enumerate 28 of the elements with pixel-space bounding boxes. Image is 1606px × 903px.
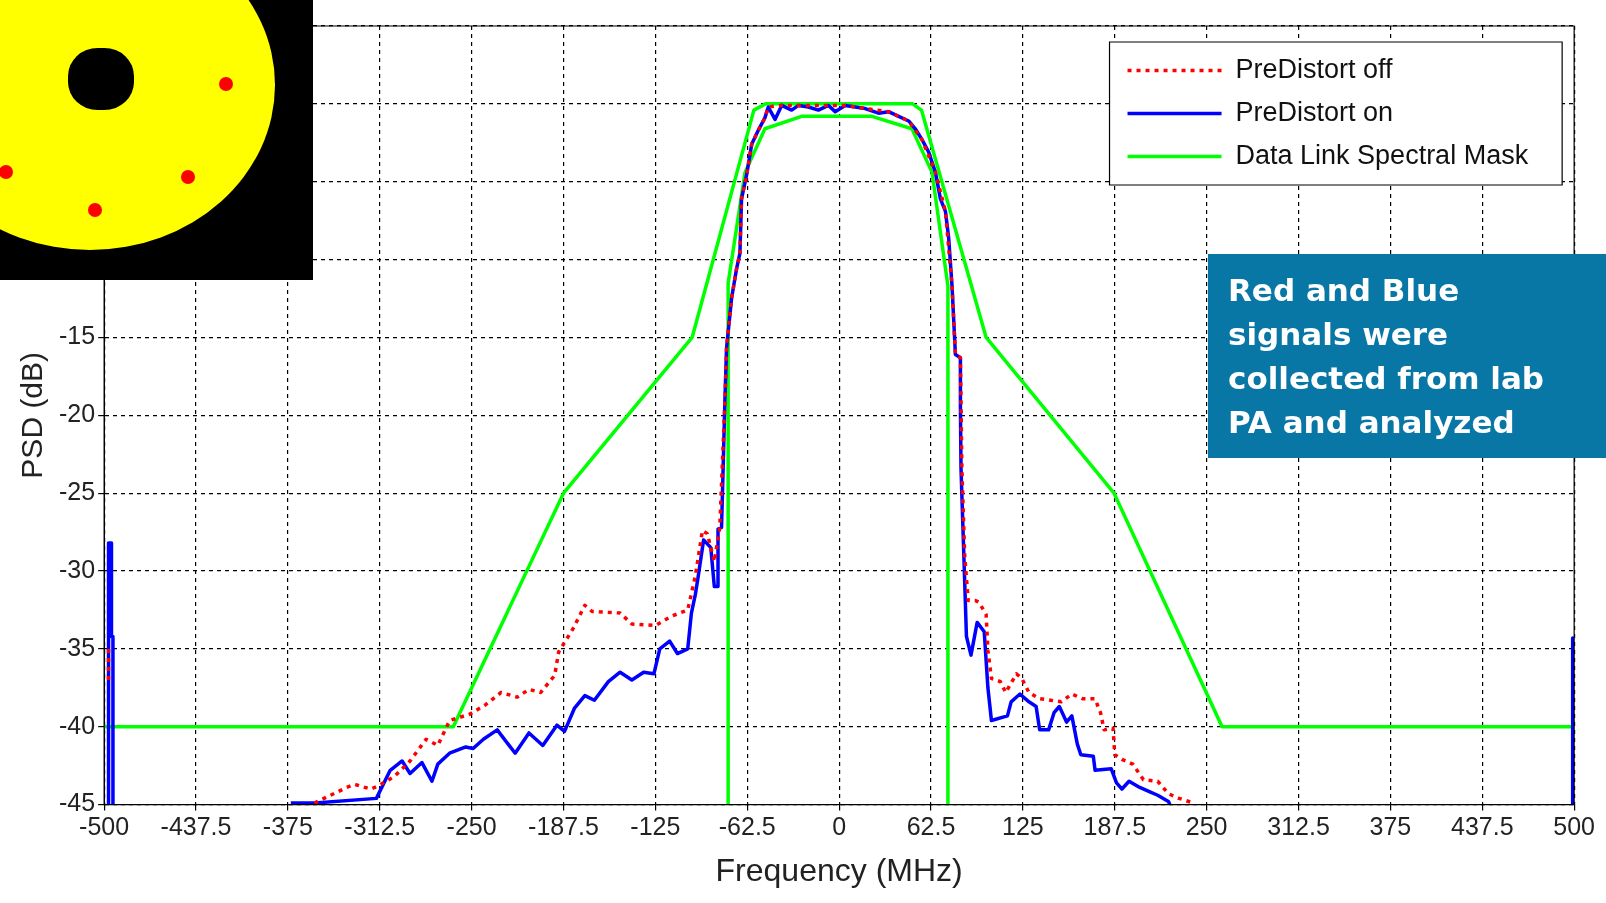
x-tick-label: -437.5 (160, 812, 232, 841)
x-tick-label: -187.5 (528, 812, 599, 841)
x-tick-label: 250 (1185, 812, 1228, 841)
x-axis-title: Frequency (MHz) (715, 851, 963, 888)
y-axis-title: PSD (dB) (15, 351, 49, 479)
x-tick-label: 312.5 (1267, 812, 1330, 841)
x-tick-label: 375 (1369, 812, 1412, 841)
y-tick-label: -40 (58, 710, 96, 739)
x-tick-label: -312.5 (344, 812, 416, 841)
x-tick-label: 0 (832, 812, 847, 841)
y-tick-label: -25 (58, 477, 96, 506)
legend-label: PreDistort off (1235, 53, 1394, 84)
x-tick-label: 187.5 (1083, 812, 1147, 841)
x-tick-label: 437.5 (1450, 812, 1514, 841)
x-tick-label: 125 (1002, 812, 1044, 841)
x-tick-label: -62.5 (718, 812, 776, 841)
x-tick-label: 62.5 (906, 812, 956, 841)
y-tick-label: -15 (58, 321, 96, 350)
annotation: Red and Blue signals were collected from lab PA and analyzed (1228, 271, 1546, 442)
y-tick-label: -20 (58, 399, 96, 428)
y-tick-label: -35 (58, 632, 96, 661)
x-tick-label: -375 (262, 812, 313, 841)
y-tick-label: -30 (58, 554, 96, 583)
x-tick-label: -250 (446, 812, 497, 841)
legend-label: Data Link Spectral Mask (1235, 139, 1529, 170)
x-tick-label: -125 (630, 812, 681, 841)
legend-label: PreDistort on (1235, 96, 1394, 127)
x-tick-label: 500 (1553, 812, 1595, 841)
